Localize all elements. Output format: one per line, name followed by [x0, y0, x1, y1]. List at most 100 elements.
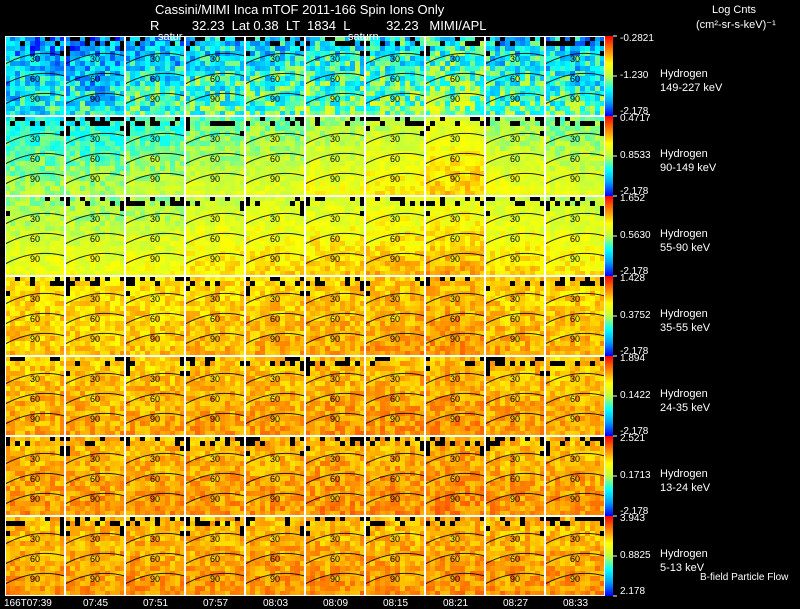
pitch-angle-label: 30: [330, 534, 340, 544]
pitch-angle-label: 60: [510, 154, 520, 164]
pitch-angle-contour: [424, 412, 486, 425]
pitch-angle-contour: [4, 212, 66, 225]
panel-border: [125, 36, 185, 116]
pitch-angle-contour: [364, 252, 426, 265]
panel-border: [65, 356, 125, 436]
pitch-angle-contour: [424, 152, 486, 165]
pitch-angle-label: 60: [330, 154, 340, 164]
pitch-angle-contour: [244, 52, 306, 65]
pitch-angle-label: 30: [210, 54, 220, 64]
pitch-angle-label: 30: [390, 134, 400, 144]
pitch-angle-label: 60: [30, 234, 40, 244]
pitch-angle-contour: [544, 412, 606, 425]
pitch-angle-contour: [124, 312, 186, 325]
pitch-angle-contour: [364, 572, 426, 585]
pitch-angle-label: 30: [450, 534, 460, 544]
heatmap-panel: [425, 516, 485, 596]
heatmap-panel: [185, 36, 245, 116]
pitch-angle-label: 60: [390, 74, 400, 84]
pitch-angle-label: 90: [150, 94, 160, 104]
colorbar: [605, 116, 613, 196]
heatmap-panel: [125, 356, 185, 436]
pitch-angle-label: 60: [90, 554, 100, 564]
pitch-angle-contour: [184, 52, 246, 65]
pitch-angle-label: 60: [30, 74, 40, 84]
pitch-angle-label: 90: [510, 94, 520, 104]
pitch-angle-contour: [544, 252, 606, 265]
pitch-angle-contour: [304, 472, 366, 485]
panel-border: [485, 356, 545, 436]
pitch-angle-contour: [484, 392, 546, 405]
panel-border: [305, 276, 365, 356]
pitch-angle-contour: [124, 552, 186, 565]
pitch-angle-contour: [124, 452, 186, 465]
pitch-angle-label: 90: [210, 414, 220, 424]
row-energy-label: 90-149 keV: [660, 162, 717, 174]
pitch-angle-contour: [364, 492, 426, 505]
panel-border: [5, 36, 65, 116]
colorbar: [605, 436, 613, 516]
pitch-angle-label: 90: [90, 254, 100, 264]
panel-border: [125, 436, 185, 516]
pitch-angle-contour: [124, 392, 186, 405]
pitch-angle-label: 90: [150, 254, 160, 264]
pitch-angle-label: 30: [570, 294, 580, 304]
pitch-angle-contour: [304, 252, 366, 265]
pitch-angle-label: 60: [450, 554, 460, 564]
pitch-angle-contour: [484, 572, 546, 585]
colorbar: [605, 356, 613, 436]
pitch-angle-label: 60: [570, 394, 580, 404]
pitch-angle-contour: [304, 212, 366, 225]
panel-border: [5, 276, 65, 356]
panel-border: [545, 116, 605, 196]
pitch-angle-label: 60: [270, 234, 280, 244]
panel-border: [65, 436, 125, 516]
pitch-angle-label: 90: [510, 254, 520, 264]
pitch-angle-contour: [484, 472, 546, 485]
pitch-angle-contour: [424, 52, 486, 65]
pitch-angle-label: 30: [510, 134, 520, 144]
pitch-angle-contour: [304, 232, 366, 245]
pitch-angle-contour: [244, 452, 306, 465]
heatmap-panel: [545, 436, 605, 516]
pitch-angle-label: 90: [330, 94, 340, 104]
pitch-angle-label: 30: [210, 374, 220, 384]
heatmap-panel: [425, 276, 485, 356]
pitch-angle-contour: [304, 72, 366, 85]
pitch-angle-contour: [4, 152, 66, 165]
pitch-angle-label: 60: [90, 314, 100, 324]
pitch-angle-contour: [244, 292, 306, 305]
pitch-angle-label: 30: [30, 294, 40, 304]
pitch-angle-contour: [424, 572, 486, 585]
pitch-angle-label: 60: [150, 234, 160, 244]
pitch-angle-label: 30: [150, 134, 160, 144]
pitch-angle-contour: [424, 292, 486, 305]
pitch-angle-label: 60: [150, 154, 160, 164]
pitch-angle-contour: [424, 452, 486, 465]
pitch-angle-label: 30: [90, 134, 100, 144]
row-energy-label: 24-35 keV: [660, 402, 711, 414]
pitch-angle-label: 90: [330, 254, 340, 264]
pitch-angle-contour: [364, 312, 426, 325]
pitch-angle-contour: [244, 372, 306, 385]
pitch-angle-label: 60: [330, 474, 340, 484]
pitch-angle-label: 90: [570, 414, 580, 424]
pitch-angle-contour: [124, 152, 186, 165]
pitch-angle-contour: [124, 472, 186, 485]
pitch-angle-label: 90: [330, 174, 340, 184]
panel-border: [485, 36, 545, 116]
heatmap-panel: [545, 116, 605, 196]
panel-border: [185, 196, 245, 276]
pitch-angle-label: 90: [390, 574, 400, 584]
pitch-angle-contour: [124, 572, 186, 585]
heatmap-panel: [125, 276, 185, 356]
pitch-angle-contour: [424, 332, 486, 345]
pitch-angle-label: 60: [270, 474, 280, 484]
pitch-angle-contour: [244, 132, 306, 145]
pitch-angle-contour: [244, 332, 306, 345]
pitch-angle-label: 90: [330, 334, 340, 344]
pitch-angle-contour: [364, 472, 426, 485]
pitch-angle-label: 60: [450, 74, 460, 84]
pitch-angle-label: 90: [450, 414, 460, 424]
pitch-angle-contour: [304, 492, 366, 505]
